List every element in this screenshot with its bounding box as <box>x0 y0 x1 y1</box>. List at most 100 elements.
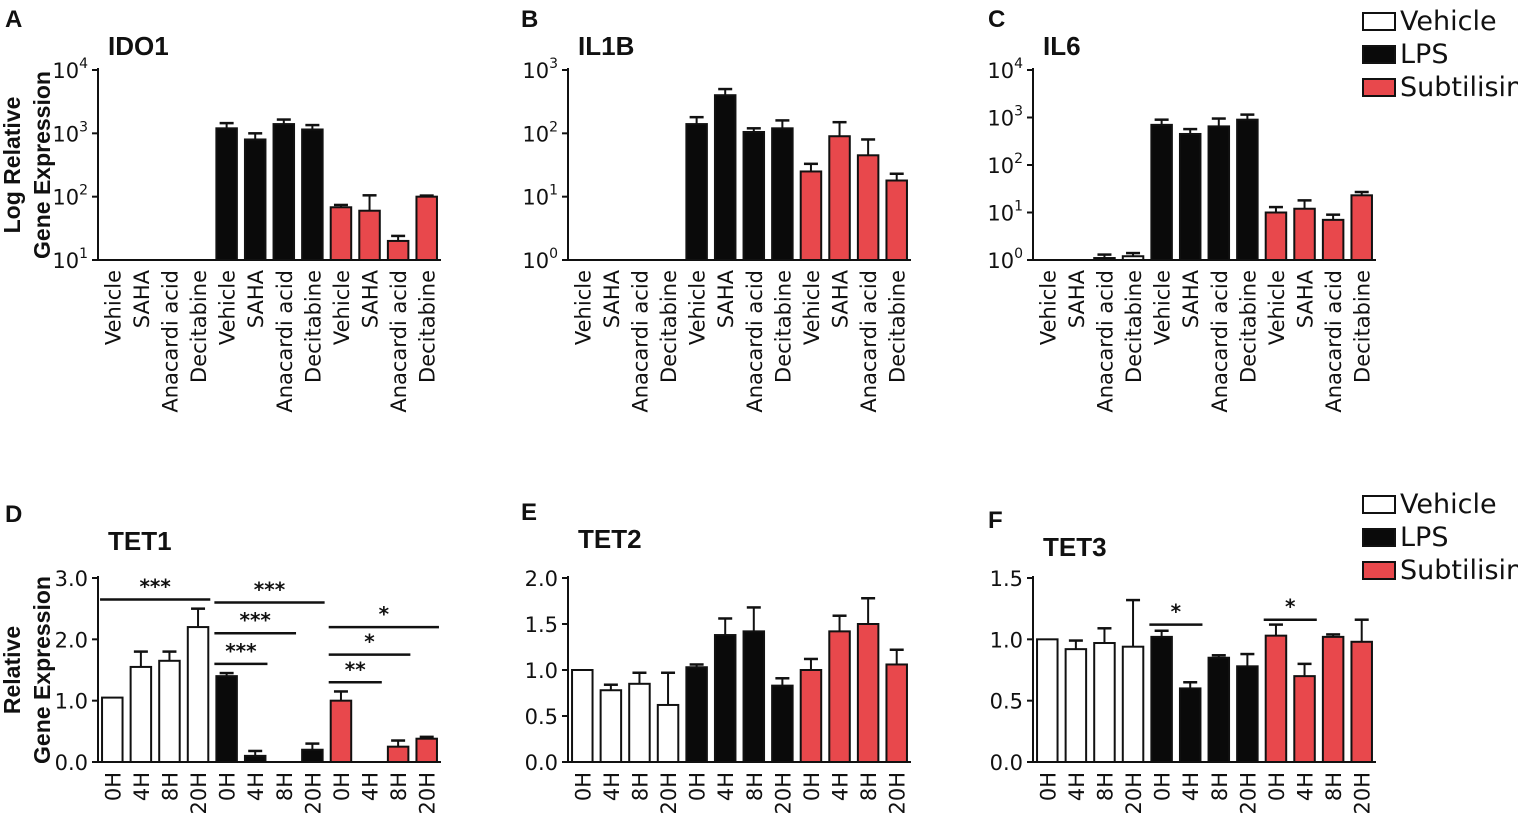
bar-subtilisin <box>415 737 438 764</box>
y-tick-label: 0.5 <box>990 690 1023 714</box>
bar-lps <box>1207 656 1231 764</box>
x-tick-label: Vehicle <box>686 270 710 345</box>
y-tick-base: 10 <box>52 59 79 83</box>
bar-lps <box>713 94 737 261</box>
x-tick-label: 4H <box>600 772 624 801</box>
x-tick-label: Anacardi acid <box>1322 270 1346 413</box>
bar-lps <box>771 127 794 261</box>
x-tick-label: 8H <box>273 772 297 801</box>
chart-title: TET2 <box>578 524 642 554</box>
x-tick-label: 8H <box>158 772 182 801</box>
x-tick-label: SAHA <box>359 269 383 328</box>
x-tick-label: 20H <box>1122 772 1146 815</box>
x-tick-label: SAHA <box>1179 269 1203 328</box>
x-tick-label: 4H <box>714 772 738 801</box>
y-tick-label: 102 <box>522 119 558 146</box>
bar-vehicle <box>1093 642 1116 763</box>
bar-lps <box>272 123 296 262</box>
x-tick-label: Decitabine <box>416 270 440 383</box>
x-tick-label: Anacardi acid <box>387 270 411 413</box>
legend-top: Vehicle LPS Subtilisin <box>1362 5 1518 104</box>
bar-subtilisin <box>1293 675 1316 764</box>
legend-label-vehicle: Vehicle <box>1400 489 1497 520</box>
x-tick-label: Decitabine <box>771 270 795 383</box>
legend-label-lps: LPS <box>1400 522 1449 553</box>
x-tick-label: 4H <box>829 772 853 801</box>
y-tick-label: 0.0 <box>990 751 1023 775</box>
y-tick-label: 2.0 <box>55 628 88 652</box>
significance-label: * <box>364 630 375 654</box>
bar-lps <box>1236 118 1259 261</box>
bar-subtilisin <box>386 239 410 262</box>
bar-subtilisin <box>386 745 410 764</box>
y-tick-base: 10 <box>52 186 79 210</box>
y-tick-label: 104 <box>52 56 88 83</box>
x-tick-label: Decitabine <box>187 270 211 383</box>
chart-title: IL1B <box>578 31 634 61</box>
x-tick-label: Vehicle <box>216 270 240 345</box>
bar-lps <box>215 675 238 764</box>
x-tick-label: Decitabine <box>1122 270 1146 383</box>
legend-item-subtilisin: Subtilisin <box>1362 554 1518 587</box>
x-tick-label: 0H <box>216 772 240 801</box>
legend-item-lps: LPS <box>1362 521 1518 554</box>
significance-label: * <box>1285 595 1296 619</box>
x-tick-label: 20H <box>886 772 910 815</box>
chart-title: TET1 <box>108 526 172 556</box>
bar-subtilisin <box>1264 211 1288 261</box>
y-tick-exponent: 0 <box>549 246 558 262</box>
y-tick-base: 10 <box>522 122 549 146</box>
x-tick-label: 20H <box>1351 772 1375 815</box>
bar-vehicle <box>571 669 594 763</box>
bar-vehicle <box>101 696 124 763</box>
x-tick-label: 8H <box>1322 772 1346 801</box>
x-tick-label: 8H <box>857 772 881 801</box>
legend-item-vehicle: Vehicle <box>1362 5 1518 38</box>
bar-lps <box>1178 132 1202 262</box>
bar-subtilisin <box>828 135 851 261</box>
y-axis-label: Relative <box>0 626 25 714</box>
y-tick-label: 101 <box>987 199 1023 226</box>
y-tick-label: 3.0 <box>55 567 88 591</box>
bar-vehicle <box>158 659 181 763</box>
x-tick-label: Vehicle <box>1151 270 1175 345</box>
y-tick-label: 1.5 <box>990 567 1023 591</box>
x-tick-label: 8H <box>387 772 411 801</box>
legend-label-subtilisin: Subtilisin <box>1400 555 1518 586</box>
bar-subtilisin <box>856 154 880 261</box>
legend-swatch-vehicle <box>1362 495 1396 514</box>
x-tick-label: Anacardi acid <box>1208 270 1232 413</box>
x-tick-label: 4H <box>1065 772 1089 801</box>
y-tick-label: 100 <box>987 246 1023 273</box>
bar-subtilisin <box>1293 207 1316 261</box>
bar-subtilisin <box>828 630 851 763</box>
bar-subtilisin <box>1264 634 1288 763</box>
x-tick-label: 4H <box>359 772 383 801</box>
x-tick-label: Decitabine <box>886 270 910 383</box>
bar-lps <box>1236 665 1259 764</box>
x-tick-label: 0H <box>101 772 125 801</box>
panel-letter: C <box>988 6 1005 33</box>
bar-lps <box>215 127 238 261</box>
bar-lps <box>685 666 708 763</box>
y-tick-exponent: 2 <box>549 119 558 135</box>
y-tick-base: 10 <box>522 249 549 273</box>
x-tick-label: 4H <box>1179 772 1203 801</box>
bar-vehicle <box>1064 648 1088 763</box>
bar-vehicle <box>1121 645 1145 764</box>
x-tick-label: SAHA <box>130 269 154 328</box>
x-tick-label: SAHA <box>714 269 738 328</box>
y-tick-label: 2.0 <box>525 567 558 591</box>
x-tick-label: SAHA <box>1294 269 1318 328</box>
significance-label: *** <box>225 639 257 663</box>
panel-letter: A <box>5 6 22 33</box>
legend-label-subtilisin: Subtilisin <box>1400 72 1518 103</box>
x-tick-label: Vehicle <box>800 270 824 345</box>
bar-lps <box>301 128 324 261</box>
x-tick-label: 8H <box>1208 772 1232 801</box>
y-tick-exponent: 1 <box>549 183 558 199</box>
bar-subtilisin <box>329 206 353 261</box>
